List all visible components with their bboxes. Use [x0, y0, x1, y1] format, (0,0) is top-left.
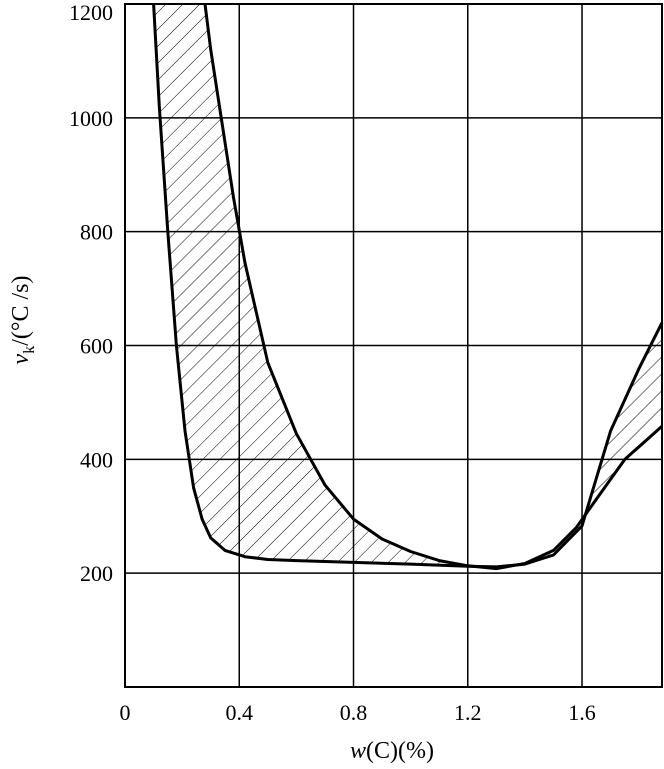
y-tick-label: 600: [80, 334, 113, 359]
y-tick-label: 800: [80, 220, 113, 245]
y-tick-label: 1200: [69, 0, 113, 25]
y-tick-label: 400: [80, 447, 113, 472]
axes: [124, 3, 663, 688]
x-tick-label: 0.8: [340, 700, 368, 725]
tick-labels: 0 0.4 0.8 1.2 1.6 200 400 600 800 1000 1200: [69, 0, 596, 725]
y-tick-label: 1000: [69, 106, 113, 131]
x-axis-title: w(C)(%): [350, 738, 434, 764]
x-tick-label: 1.6: [568, 700, 596, 725]
band-hatch-fill: [153, 4, 662, 569]
plot-frame: [124, 3, 663, 688]
upper-boundary-line: [203, 3, 663, 571]
cooling-rate-band: [152, 3, 664, 571]
lower-boundary-line: [152, 3, 664, 569]
y-tick-label: 200: [80, 561, 113, 586]
x-tick-label: 0.4: [226, 700, 254, 725]
x-tick-label: 0: [120, 700, 131, 725]
x-tick-label: 1.2: [454, 700, 482, 725]
y-axis-title: vk/(°C /s): [8, 276, 38, 365]
